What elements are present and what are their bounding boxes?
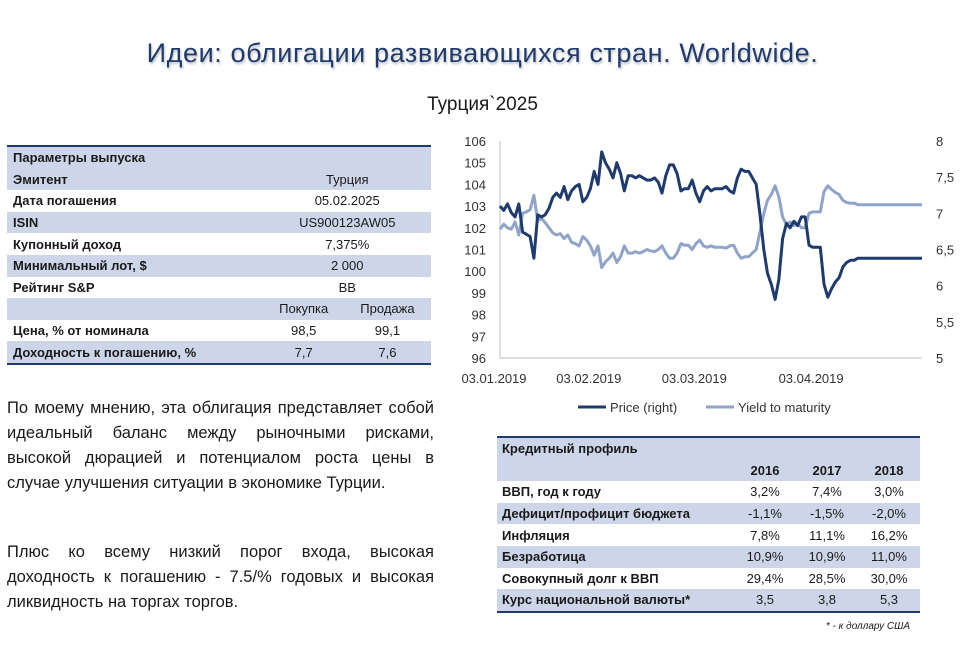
y-right-tick-label: 7 xyxy=(936,206,943,221)
x-tick-label: 03.04.2019 xyxy=(779,371,844,386)
credit-value: 3,5 xyxy=(734,589,796,613)
credit-row-label: Совокупный долг к ВВП xyxy=(502,570,659,586)
param-label: Купонный доход xyxy=(13,236,122,252)
buy-column-header: Покупка xyxy=(263,298,344,320)
y-left-tick-label: 105 xyxy=(464,156,486,171)
credit-value: 3,0% xyxy=(874,484,904,500)
credit-value: -1,5% xyxy=(796,502,858,525)
param-label: Дата погашения xyxy=(13,193,117,209)
params-header: Параметры выпуска xyxy=(7,145,431,169)
param-value: 05.02.2025 xyxy=(314,193,380,209)
credit-header: Кредитный профиль xyxy=(497,436,920,460)
credit-row-label: Безработица xyxy=(497,545,734,568)
param-value: US900123AW05 xyxy=(263,211,431,234)
y-left-tick-label: 99 xyxy=(472,286,486,301)
credit-row-label: Дефицит/профицит бюджета xyxy=(497,502,734,525)
page-subtitle: Турция`2025 xyxy=(427,94,538,115)
y-left-tick-label: 106 xyxy=(464,134,486,149)
param-value: Турция xyxy=(263,168,431,191)
y-right-tick-label: 6 xyxy=(936,279,943,294)
year-header: 2016 xyxy=(734,459,796,482)
credit-profile-table: Кредитный профиль 2016 2017 2018 ВВП, го… xyxy=(497,436,920,613)
legend-price-label: Price (right) xyxy=(610,400,677,415)
y-left-tick-label: 104 xyxy=(464,177,486,192)
y-right-tick-label: 6,5 xyxy=(936,243,954,258)
price-buy-value: 98,5 xyxy=(291,323,317,339)
y-left-tick-label: 98 xyxy=(472,308,486,323)
credit-value: 11,0% xyxy=(858,545,920,568)
price-yield-chart: 106 105 104 103 102 101 100 99 98 97 96 8 7,5 7 6,5 6 5,… xyxy=(461,134,954,415)
x-tick-label: 03.03.2019 xyxy=(662,371,727,386)
issue-parameters-table: Параметры выпуска Эмитент Турция Дата по… xyxy=(7,145,431,365)
param-value: 2 000 xyxy=(263,254,431,277)
y-left-tick-label: 103 xyxy=(464,199,486,214)
credit-value: 7,8% xyxy=(750,527,780,543)
credit-value: 3,2% xyxy=(750,484,780,500)
credit-value: -2,0% xyxy=(858,502,920,525)
credit-value: 30,0% xyxy=(870,570,908,586)
param-value: 7,375% xyxy=(325,236,370,252)
price-row-label: Цена, % от номинала xyxy=(13,323,149,339)
y-left-tick-label: 96 xyxy=(472,351,486,366)
y-left-tick-label: 100 xyxy=(464,264,486,279)
currency-footnote: * - к доллару США xyxy=(825,621,910,632)
year-header: 2017 xyxy=(796,459,858,482)
y-right-tick-label: 8 xyxy=(936,134,943,149)
credit-value: 28,5% xyxy=(808,570,846,586)
y-left-tick-label: 102 xyxy=(464,221,486,236)
param-label: Эмитент xyxy=(7,168,264,191)
credit-value: 29,4% xyxy=(746,570,784,586)
param-label: Рейтинг S&P xyxy=(13,279,95,295)
credit-value: 7,4% xyxy=(812,484,842,500)
yield-to-maturity-line xyxy=(498,184,922,270)
yield-sell-value: 7,6 xyxy=(343,341,431,365)
yield-row-label: Доходность к погашению, % xyxy=(7,341,264,365)
price-line xyxy=(498,150,922,301)
credit-value: 5,3 xyxy=(858,589,920,613)
credit-value: 10,9% xyxy=(734,545,796,568)
x-tick-label: 03.01.2019 xyxy=(461,371,526,386)
y-right-tick-label: 7,5 xyxy=(936,170,954,185)
y-right-tick-label: 5,5 xyxy=(936,315,954,330)
credit-row-label: Курс национальной валюты* xyxy=(497,589,734,613)
commentary-paragraph-1: По моему мнению, эта облигация представл… xyxy=(7,399,434,492)
credit-row-label: Инфляция xyxy=(502,527,570,543)
legend-ytm-label: Yield to maturity xyxy=(738,400,831,415)
page-title: Идеи: облигации развивающихся стран. Wor… xyxy=(146,38,819,68)
y-right-tick-label: 5 xyxy=(936,351,943,366)
credit-row-label: ВВП, год к году xyxy=(502,484,601,500)
credit-value: 10,9% xyxy=(796,545,858,568)
credit-value: 16,2% xyxy=(870,527,908,543)
yield-buy-value: 7,7 xyxy=(263,341,344,365)
param-label: ISIN xyxy=(7,211,264,234)
y-left-tick-label: 97 xyxy=(472,329,486,344)
param-value: BB xyxy=(338,279,356,295)
param-label: Минимальный лот, $ xyxy=(7,254,264,277)
year-header: 2018 xyxy=(858,459,920,482)
y-left-tick-label: 101 xyxy=(464,243,486,258)
credit-value: -1,1% xyxy=(734,502,796,525)
credit-value: 11,1% xyxy=(809,527,845,543)
credit-value: 3,8 xyxy=(796,589,858,613)
x-tick-label: 03.02.2019 xyxy=(556,371,621,386)
price-sell-value: 99,1 xyxy=(374,323,401,339)
commentary-paragraph-2: Плюс ко всему низкий порог входа, высока… xyxy=(7,543,434,611)
sell-column-header: Продажа xyxy=(343,298,431,320)
